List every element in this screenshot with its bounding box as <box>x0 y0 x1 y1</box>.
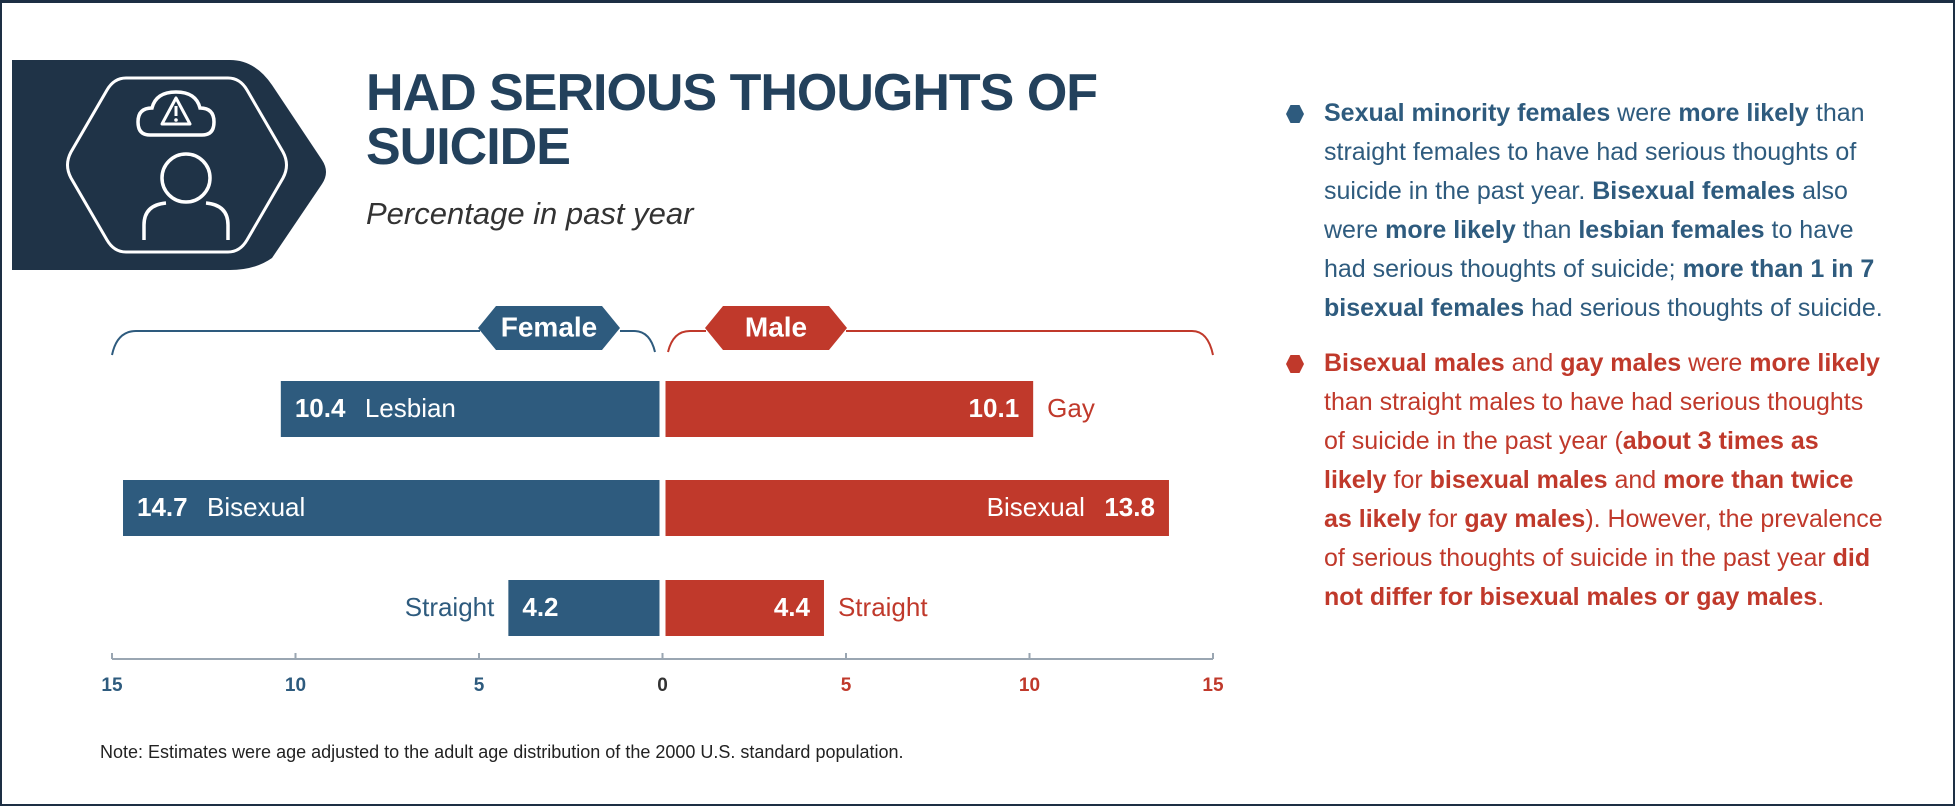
x-tick-label: 0 <box>657 675 668 696</box>
x-tick-label: 5 <box>841 675 852 696</box>
note: Note: Estimates were age adjusted to the… <box>100 742 904 762</box>
bullet-text: had serious thoughts of suicide. <box>1524 294 1883 322</box>
bullet-text: gay males <box>1560 349 1682 377</box>
bullet-text: and <box>1504 349 1561 377</box>
bullet-text: did not differ for bisexual males or gay… <box>1324 544 1871 611</box>
legend-swatch <box>478 306 620 350</box>
legend-bracket <box>111 330 656 356</box>
bar <box>665 580 824 636</box>
icon-badge <box>12 60 326 270</box>
chart-subtitle: Percentage in past year <box>366 196 694 231</box>
category-label: Straight <box>405 592 495 622</box>
bullet-text: more likely <box>1678 99 1809 127</box>
bullet-text: more than twice as likely <box>1324 466 1854 533</box>
category-label: Gay <box>1047 393 1095 423</box>
bar <box>508 580 660 636</box>
value-label: 4.4 <box>774 592 811 622</box>
bullet-text: for <box>1421 505 1465 533</box>
value-label: 13.8 <box>1104 492 1155 522</box>
value-label: 10.1 <box>969 393 1020 423</box>
bullet-marker <box>1286 355 1304 373</box>
bullet-text: more than 1 in 7 bisexual females <box>1324 255 1875 322</box>
bar <box>665 381 1034 437</box>
value-label: 4.2 <box>522 592 558 622</box>
chart-title: HAD SERIOUS THOUGHTS OF SUICIDE <box>366 64 1098 177</box>
bullet-text: were <box>1681 349 1750 377</box>
bullet-text: than straight females to have had seriou… <box>1324 99 1865 205</box>
bullet-item: Sexual minority females were more likely… <box>1286 94 1886 328</box>
bullet-text: gay males <box>1464 505 1586 533</box>
bullet-text: ). However, the prevalence of serious th… <box>1324 505 1883 572</box>
x-tick-label: 15 <box>101 675 123 696</box>
bullet-text: about 3 times as likely <box>1324 427 1819 494</box>
bullet-text: also were <box>1324 177 1848 244</box>
bullet-text: bisexual males <box>1429 466 1608 494</box>
legend-bracket <box>667 330 1214 356</box>
bullet-text: were <box>1610 99 1679 127</box>
bullet-text: more likely <box>1749 349 1880 377</box>
legend-label: Male <box>745 311 807 342</box>
bullet-text: Bisexual males <box>1324 349 1505 377</box>
category-label: Straight <box>838 592 928 622</box>
x-tick-label: 10 <box>1019 675 1040 696</box>
bullet-marker <box>1286 105 1304 123</box>
value-label: 10.4 <box>295 393 346 423</box>
value-label: 14.7 <box>137 492 188 522</box>
bullet-text: . <box>1817 583 1825 611</box>
bullet-list: Sexual minority females were more likely… <box>1286 94 1886 633</box>
bar <box>665 480 1169 536</box>
bullet-text: Sexual minority females <box>1324 99 1611 127</box>
category-label: Lesbian <box>365 393 456 423</box>
x-tick-label: 10 <box>285 675 306 696</box>
legend-swatch <box>705 306 847 350</box>
bullet-text: than <box>1515 216 1579 244</box>
legend-label: Female <box>501 311 598 342</box>
category-label: Bisexual <box>987 492 1085 522</box>
x-tick-label: 5 <box>474 675 485 696</box>
bullet-text: more likely <box>1385 216 1516 244</box>
x-tick-label: 15 <box>1202 675 1224 696</box>
category-label: Bisexual <box>207 492 305 522</box>
bullet-text: Bisexual females <box>1592 177 1796 205</box>
bar <box>280 381 660 437</box>
bullet-text: than straight males to have had serious … <box>1324 388 1864 455</box>
bar <box>123 480 660 536</box>
bullet-text: for <box>1386 466 1430 494</box>
bullet-text: lesbian females <box>1578 216 1765 244</box>
bullet-text: to have had serious thoughts of suicide; <box>1324 216 1854 283</box>
bullet-item: Bisexual males and gay males were more l… <box>1286 344 1886 617</box>
bullet-text: and <box>1607 466 1664 494</box>
